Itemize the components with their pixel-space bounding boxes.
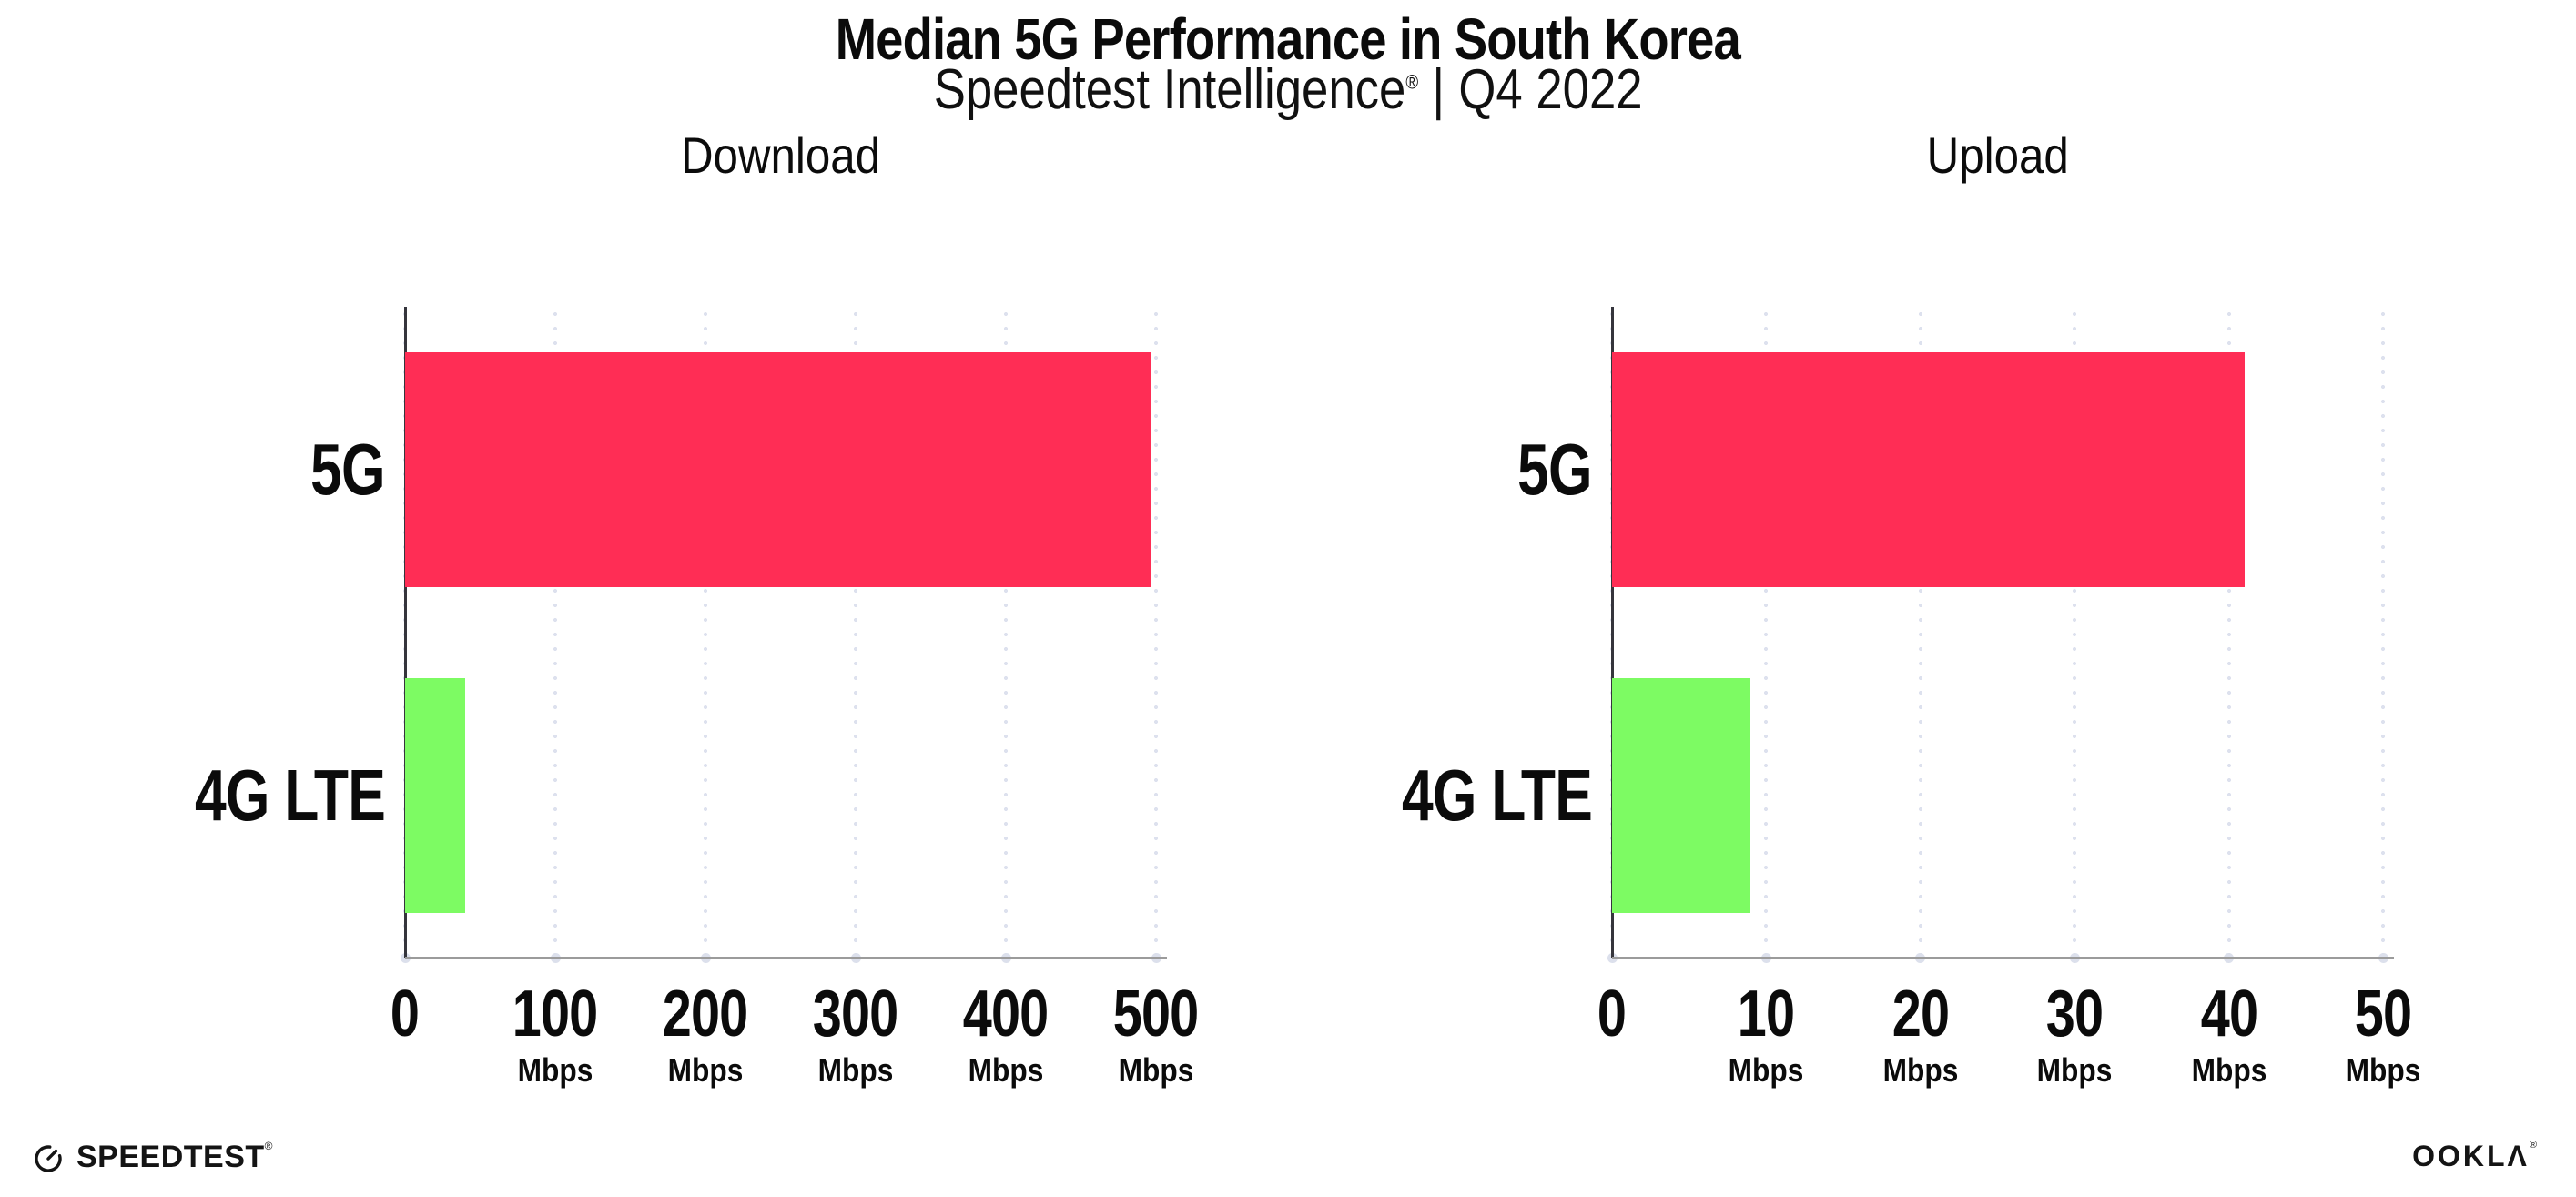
category-label-4g-lte: 4G LTE <box>3 678 386 913</box>
tick-value: 40 <box>2200 978 2257 1050</box>
x-tick-label-20: 20 Mbps <box>1784 981 2057 1087</box>
gridline-50 <box>2381 307 2385 958</box>
category-text: 4G LTE <box>1401 755 1593 836</box>
gridline-30 <box>2073 307 2077 958</box>
tick-value: 50 <box>2354 978 2412 1050</box>
tick-unit: Mbps <box>1882 1051 1959 1089</box>
download-chart-title: Download <box>680 127 881 184</box>
tick-unit: Mbps <box>817 1051 894 1089</box>
speedtest-logo: SPEEDTEST® <box>33 1140 273 1175</box>
bar-5g <box>1612 352 2245 587</box>
tick-value: 400 <box>963 978 1050 1050</box>
x-tick-label-0: 0 <box>1476 981 1749 1047</box>
tick-value: 300 <box>813 978 899 1050</box>
x-axis-line <box>1612 956 2394 959</box>
gridline-200 <box>704 307 707 958</box>
subtitle-brand: Speedtest Intelligence <box>933 58 1406 121</box>
x-axis-line <box>405 956 1167 959</box>
bar-5g <box>405 352 1152 587</box>
x-tick-label-0: 0 <box>269 981 542 1047</box>
upload-chart-title: Upload <box>1926 127 2069 184</box>
y-axis-line <box>1611 307 1614 958</box>
x-tick-label-400: 400 Mbps <box>869 981 1142 1087</box>
category-text: 5G <box>310 429 385 510</box>
ookla-wordmark: OOKLΛ® <box>2412 1140 2540 1172</box>
x-tick-label-200: 200 Mbps <box>569 981 842 1087</box>
gridline-10 <box>1764 307 1769 958</box>
page-title: Median 5G Performance in South Korea <box>835 6 1741 72</box>
header: Median 5G Performance in South Korea <box>0 6 2576 72</box>
subtitle-period: Q4 2022 <box>1458 58 1643 121</box>
speedtest-wordmark: SPEEDTEST® <box>76 1140 274 1174</box>
category-text: 4G LTE <box>194 755 386 836</box>
x-tick-label-500: 500 Mbps <box>1019 981 1293 1087</box>
bar-4g-lte <box>405 678 465 913</box>
tick-value: 10 <box>1738 978 1795 1050</box>
tick-value: 20 <box>1891 978 1950 1050</box>
x-tick-label-40: 40 Mbps <box>2093 981 2366 1087</box>
upload-plot-area: 0 10 Mbps 20 Mbps 30 Mbps 40 Mbps 50 Mbps 5G 4G LTE <box>1402 307 2420 1087</box>
tick-unit: Mbps <box>2036 1051 2113 1089</box>
tick-unit: Mbps <box>667 1051 744 1089</box>
category-label-4g-lte: 4G LTE <box>1210 678 1593 913</box>
gridline-500 <box>1154 307 1158 958</box>
category-label-5g: 5G <box>1210 352 1592 587</box>
tick-value: 0 <box>390 978 420 1050</box>
tick-value: 200 <box>663 978 749 1050</box>
category-label-5g: 5G <box>3 352 385 587</box>
tick-unit: Mbps <box>517 1051 593 1089</box>
gridline-20 <box>1918 307 1922 958</box>
x-tick-label-30: 30 Mbps <box>1938 981 2211 1087</box>
subtitle: Speedtest Intelligence® | Q4 2022 <box>0 60 2576 119</box>
gridline-400 <box>1004 307 1008 958</box>
x-tick-label-300: 300 Mbps <box>719 981 992 1087</box>
tick-unit: Mbps <box>1118 1051 1194 1089</box>
subtitle-separator: | <box>1432 58 1445 121</box>
gridline-40 <box>2226 307 2231 958</box>
gridline-300 <box>854 307 857 958</box>
tick-unit: Mbps <box>1729 1051 1804 1089</box>
tick-value: 0 <box>1597 978 1627 1050</box>
bar-4g-lte <box>1612 678 1751 913</box>
x-tick-label-10: 10 Mbps <box>1629 981 1902 1087</box>
y-axis-line <box>404 307 407 958</box>
tick-unit: Mbps <box>968 1051 1044 1089</box>
speedtest-gauge-icon <box>35 1144 62 1172</box>
tick-value: 30 <box>2045 978 2104 1050</box>
gridline-100 <box>553 307 557 958</box>
x-tick-label-50: 50 Mbps <box>2246 981 2520 1087</box>
x-tick-label-100: 100 Mbps <box>419 981 692 1087</box>
category-text: 5G <box>1517 429 1592 510</box>
tick-value: 100 <box>512 978 599 1050</box>
registered-mark: ® <box>1405 70 1418 94</box>
tick-value: 500 <box>1113 978 1200 1050</box>
download-plot-area: 0 100 Mbps 200 Mbps 300 Mbps 400 Mbps 500 Mbps 5G 4G… <box>195 307 1200 1087</box>
tick-unit: Mbps <box>2191 1051 2267 1089</box>
tick-unit: Mbps <box>2345 1051 2421 1089</box>
